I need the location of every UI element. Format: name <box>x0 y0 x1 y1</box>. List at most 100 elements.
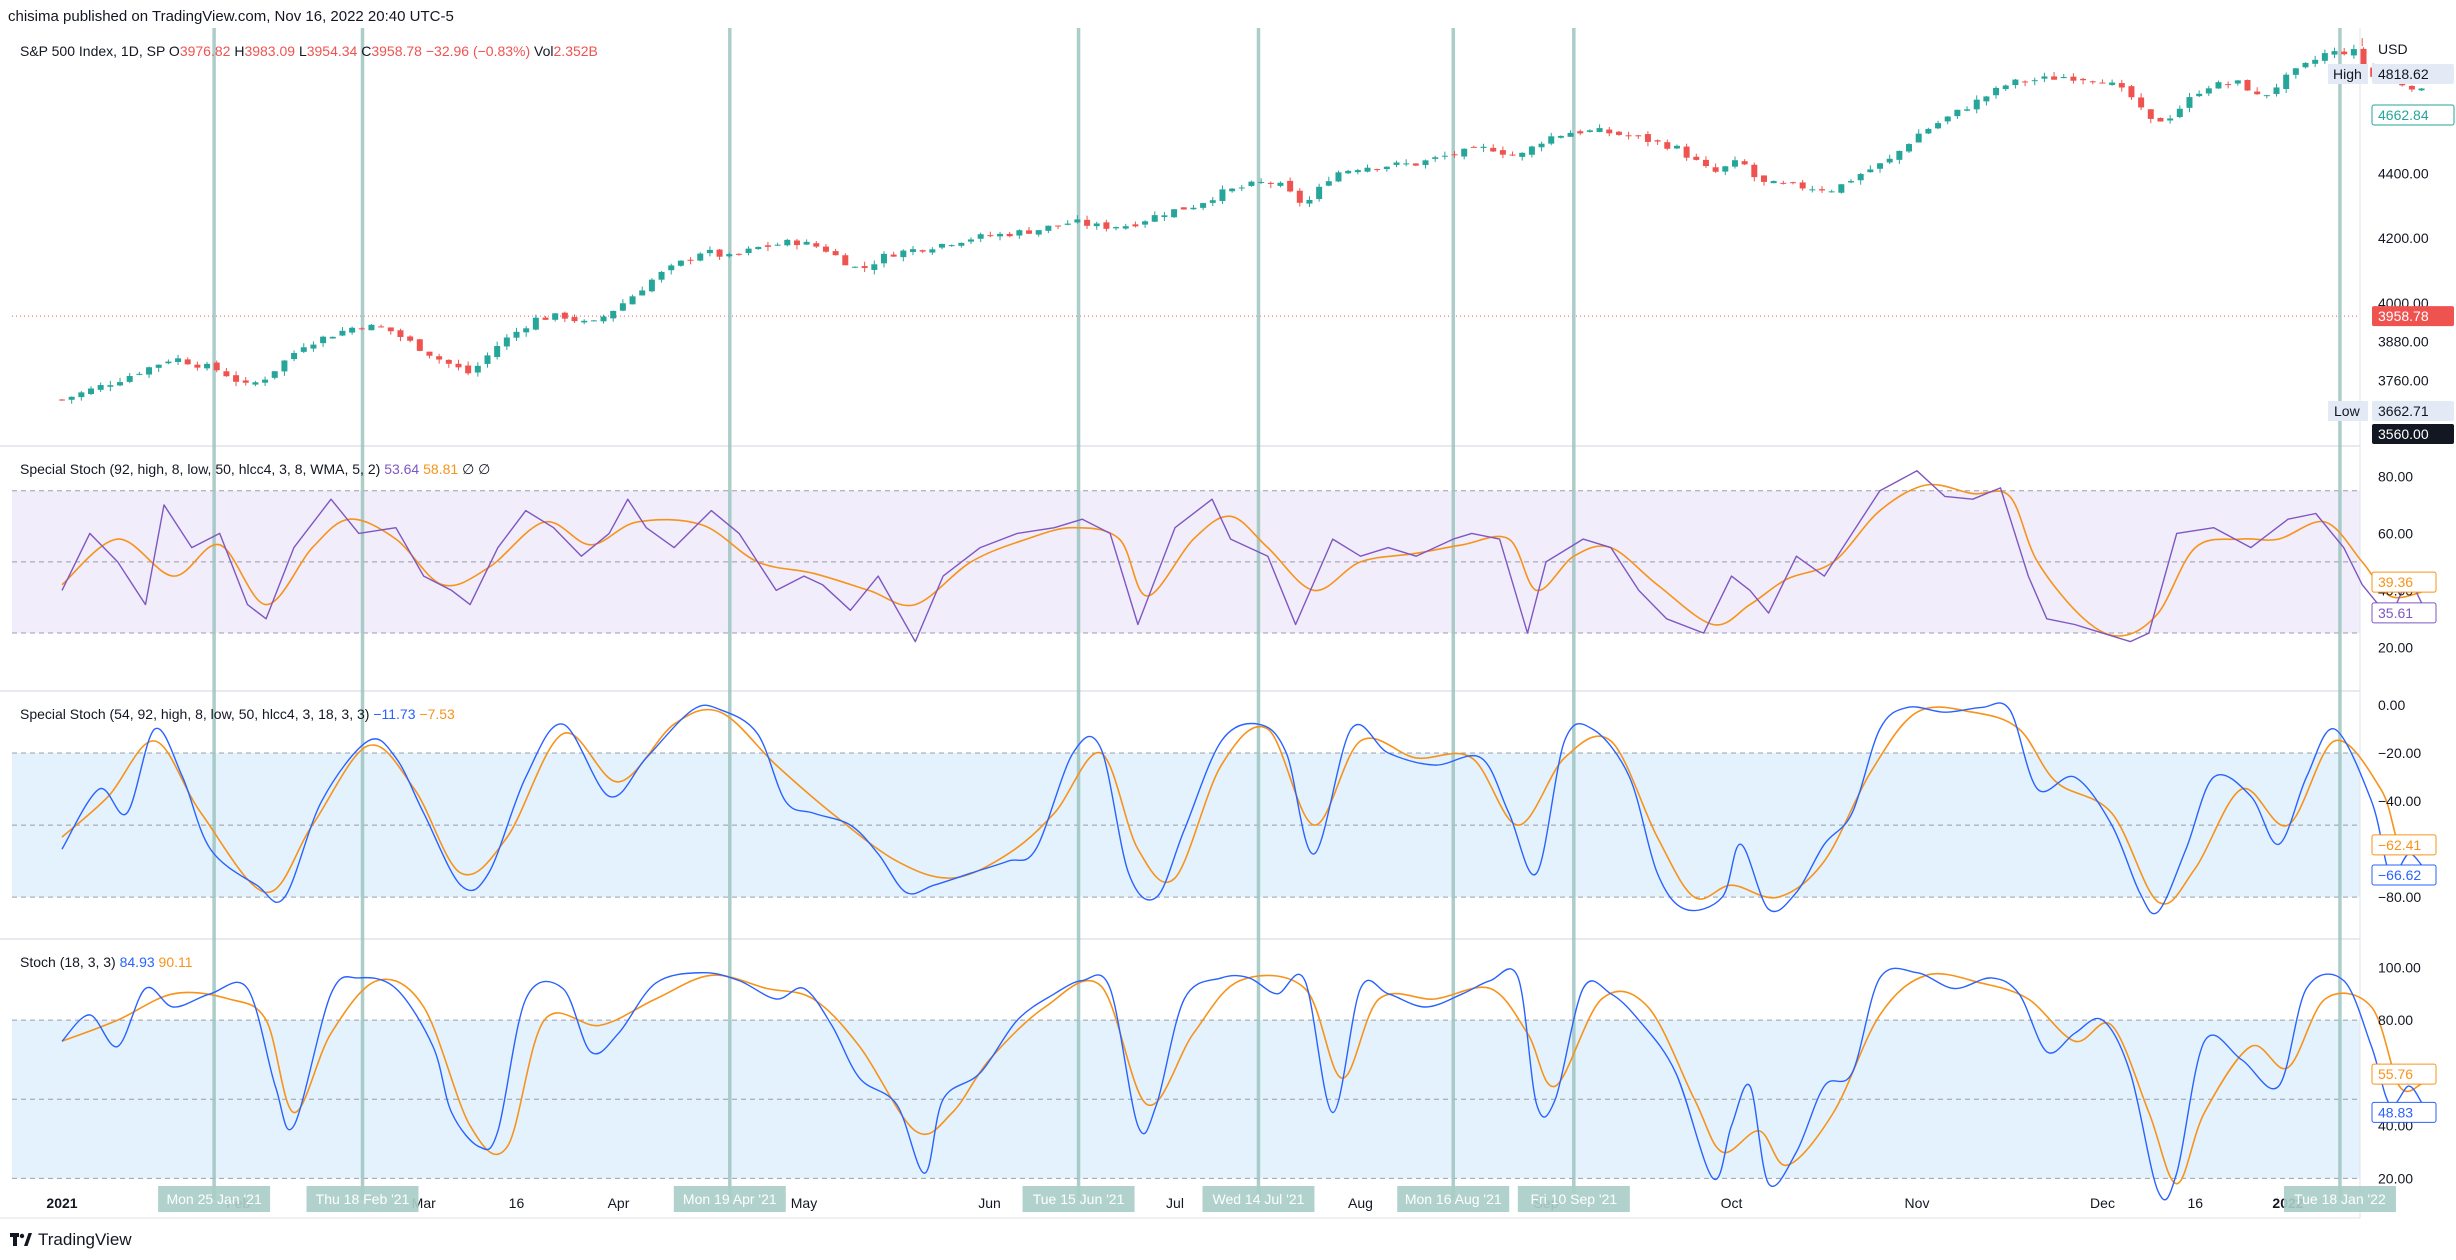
candle-body <box>581 320 588 323</box>
candle-body <box>1625 135 1632 137</box>
candle-body <box>1886 158 1893 163</box>
time-tick-label: Nov <box>1905 1195 1930 1211</box>
candle-body <box>1006 233 1013 237</box>
candle-body <box>610 310 617 319</box>
legend-c-value: 3958.78 <box>371 43 426 59</box>
candle-body <box>436 356 443 360</box>
candle-body <box>1238 187 1245 189</box>
candle-body <box>1964 109 1971 111</box>
crosshair-date-tag: Fri 10 Sep '21 <box>1517 1186 1630 1212</box>
candle-body <box>1857 174 1864 181</box>
special-stoch-2-tick-label: −20.00 <box>2378 745 2421 761</box>
tradingview-logo-icon <box>10 1233 32 1247</box>
crosshair-date-box <box>1517 1186 1630 1212</box>
candle-body <box>726 254 733 257</box>
candle-body <box>68 396 75 400</box>
stoch-legend-value: 90.11 <box>159 954 193 970</box>
candle-body <box>1354 170 1361 173</box>
grid-layer <box>0 28 2361 1218</box>
candle-body <box>2022 81 2029 83</box>
special-stoch-1-legend-value: ∅ <box>462 461 478 477</box>
legend-layer: S&P 500 Index, 1D, SP O3976.82 H3983.09 … <box>20 43 598 970</box>
crosshair-date-tag: Mon 25 Jan '21 <box>158 1186 271 1212</box>
low-price-tag-box <box>2372 401 2454 421</box>
candle-body <box>1412 163 1419 166</box>
candle-body <box>523 328 530 333</box>
candle-body <box>513 331 520 338</box>
candle-body <box>2283 74 2290 89</box>
candle-body <box>1383 166 1390 170</box>
candle-body <box>2012 79 2019 86</box>
candle-body <box>1316 186 1323 200</box>
last-price-tag-box <box>2371 104 2455 126</box>
candle-body <box>88 388 95 395</box>
time-tick-label: Dec <box>2090 1195 2115 1211</box>
candle-body <box>2070 76 2077 81</box>
candle-body <box>1151 215 1158 222</box>
bottom-price-tag: 3560.00 <box>2372 424 2454 444</box>
candle-body <box>1180 207 1187 210</box>
candle-body <box>842 255 849 266</box>
candle-body <box>146 367 153 375</box>
special-stoch-1-tick-label: 20.00 <box>2378 639 2413 655</box>
candle-body <box>639 290 646 296</box>
candle-body <box>503 337 510 347</box>
candle-body <box>1171 209 1178 218</box>
candle-body <box>242 380 249 383</box>
crosshair-date-tag: Wed 14 Jul '21 <box>1202 1186 1315 1212</box>
special-stoch-1-tick-label: 80.00 <box>2378 468 2413 484</box>
special-stoch-1-last-tag: 35.61 <box>2371 602 2437 624</box>
candle-body <box>1190 207 1197 210</box>
candle-body <box>1673 145 1680 149</box>
candle-body <box>78 392 85 398</box>
candle-body <box>2254 91 2261 95</box>
candle-body <box>1499 150 1506 155</box>
candle-body <box>1586 130 1593 132</box>
candle-body <box>784 239 791 246</box>
time-tick-label: 2021 <box>46 1195 77 1211</box>
candle-body <box>1780 182 1787 184</box>
candle-body <box>1461 148 1468 157</box>
candle-body <box>1799 182 1806 189</box>
candle-body <box>803 241 810 245</box>
candle-body <box>1451 154 1458 156</box>
time-tick-label: 16 <box>509 1195 525 1211</box>
candle-body <box>349 327 356 333</box>
special-stoch-2-tick-label: −40.00 <box>2378 793 2421 809</box>
candle-body <box>1325 181 1332 186</box>
series-layer <box>59 38 2425 1201</box>
footer-brand[interactable]: TradingView <box>10 1230 132 1250</box>
candle-body <box>378 326 385 328</box>
candle-body <box>590 320 597 322</box>
candle-body <box>358 328 365 330</box>
current-price-tag: 3958.78 <box>2372 306 2454 327</box>
candle-body <box>213 362 220 371</box>
special-stoch-1-last-tag: 39.36 <box>2371 571 2437 593</box>
candle-body <box>929 249 936 253</box>
crosshair-layer <box>212 28 2342 1200</box>
special-stoch-1-main-line <box>61 470 2423 643</box>
special-stoch-1-legend-value: 53.64 <box>384 461 423 477</box>
candle-body <box>658 271 665 280</box>
candle-body <box>1770 181 1777 184</box>
special-stoch-1-last-tag-box <box>2371 571 2437 593</box>
candle-body <box>2002 85 2009 89</box>
candle-body <box>851 266 858 268</box>
low-price-tag: 3662.71 <box>2372 401 2454 421</box>
stoch-last-tag-box <box>2371 1101 2437 1123</box>
candle-body <box>861 266 868 269</box>
candle-body <box>1441 155 1448 157</box>
candle-body <box>2350 49 2357 56</box>
candle-body <box>2302 62 2309 68</box>
candle-body <box>1509 154 1516 156</box>
crosshair-date-label: Thu 18 Feb '21 <box>316 1191 410 1207</box>
high-price-tag: 4818.62 <box>2372 64 2454 84</box>
candle-body <box>2263 95 2270 97</box>
candle-body <box>997 233 1004 237</box>
crosshair-date-tag: Mon 19 Apr '21 <box>673 1186 786 1212</box>
last-price-tag: 4662.84 <box>2371 104 2455 126</box>
main-legend: S&P 500 Index, 1D, SP O3976.82 H3983.09 … <box>20 43 598 59</box>
candle-body <box>2147 109 2154 119</box>
candle-body <box>1538 143 1545 148</box>
